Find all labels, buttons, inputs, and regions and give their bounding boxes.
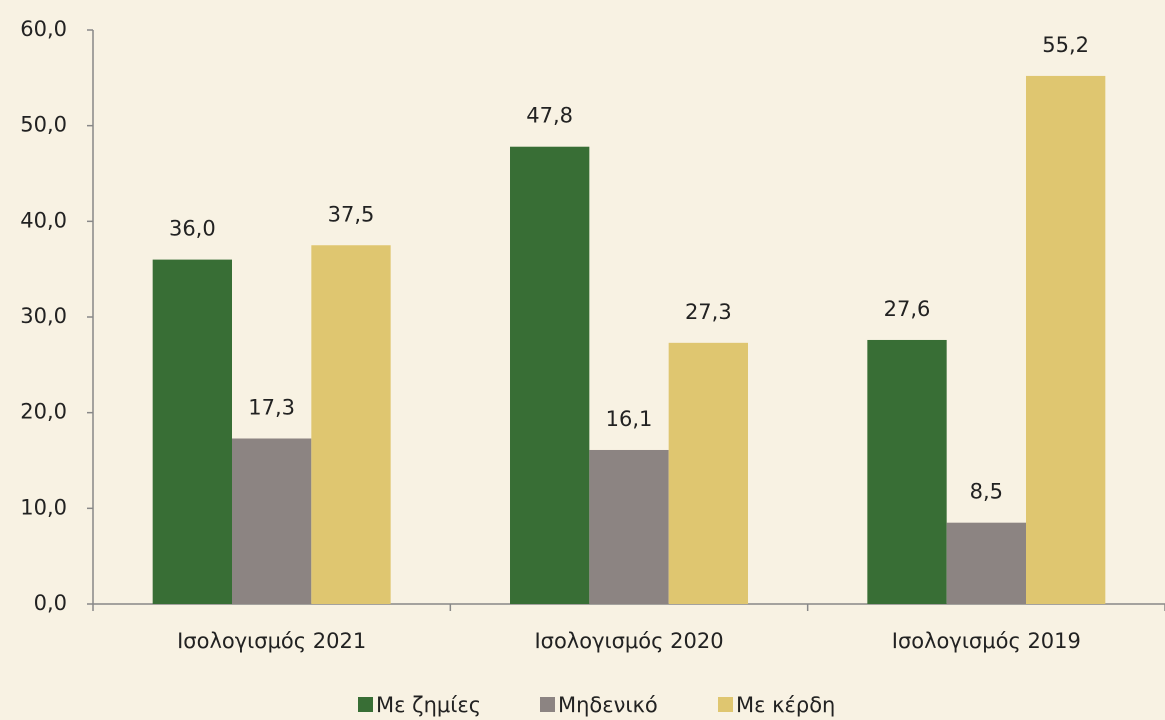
value-label: 17,3 — [248, 395, 295, 419]
legend-swatch — [540, 697, 555, 712]
value-label: 8,5 — [970, 480, 1003, 504]
value-label: 55,2 — [1042, 33, 1089, 57]
x-tick-label: Ισολογισμός 2020 — [534, 629, 723, 653]
bar — [510, 146, 590, 605]
x-tick-label: Ισολογισμός 2019 — [892, 629, 1081, 653]
y-tick-label: 40,0 — [20, 208, 67, 232]
y-tick-label: 60,0 — [20, 17, 67, 41]
y-tick-label: 0,0 — [34, 591, 67, 615]
bar — [589, 449, 669, 604]
value-label: 36,0 — [169, 217, 216, 241]
legend-label: Μηδενικό — [558, 693, 658, 717]
value-label: 37,5 — [328, 202, 375, 226]
value-label: 16,1 — [606, 407, 653, 431]
x-tick-label: Ισολογισμός 2021 — [177, 629, 366, 653]
bar — [946, 522, 1026, 604]
bar — [668, 342, 748, 604]
bar — [1025, 75, 1106, 605]
bar — [867, 339, 947, 604]
value-label: 27,3 — [685, 300, 732, 324]
y-tick-label: 20,0 — [20, 400, 67, 424]
y-tick-label: 30,0 — [20, 304, 67, 328]
legend-swatch — [718, 697, 733, 712]
y-tick-label: 10,0 — [20, 495, 67, 519]
value-label: 27,6 — [884, 297, 931, 321]
bar — [311, 245, 391, 604]
value-label: 47,8 — [526, 104, 573, 128]
legend-label: Με κέρδη — [736, 693, 835, 717]
bar — [152, 259, 233, 604]
legend-swatch — [358, 697, 373, 712]
y-tick-label: 50,0 — [20, 113, 67, 137]
legend-label: Με ζημίες — [376, 693, 481, 717]
bar — [232, 438, 312, 604]
